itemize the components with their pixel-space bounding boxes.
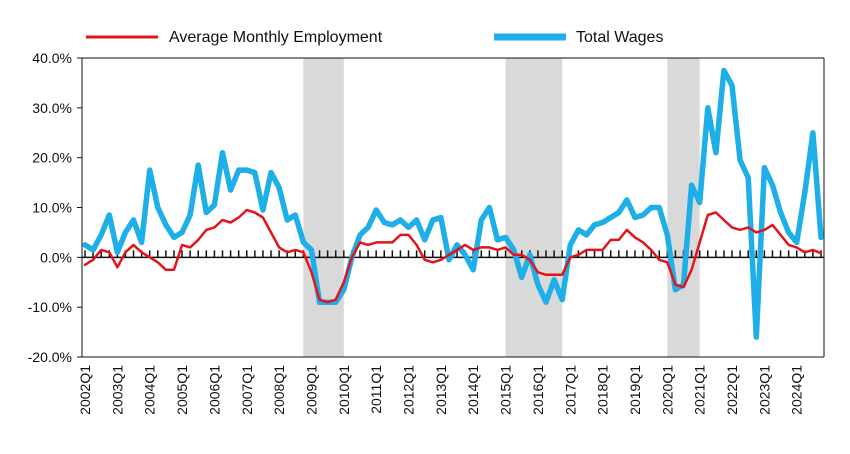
x-tick-label: 2008Q1 (271, 365, 287, 415)
y-tick-label: 20.0% (32, 150, 72, 166)
x-tick-label: 2013Q1 (433, 365, 449, 415)
x-tick-label: 2003Q1 (109, 365, 125, 415)
x-tick-label: 2005Q1 (174, 365, 190, 415)
legend-label-employment: Average Monthly Employment (169, 29, 383, 46)
x-tick-label: 2009Q1 (303, 365, 319, 415)
y-tick-label: 30.0% (32, 100, 72, 116)
recession-band-0 (303, 58, 344, 357)
recession-shading (303, 58, 700, 357)
x-tick-label: 2017Q1 (562, 365, 578, 415)
x-tick-label: 2016Q1 (530, 365, 546, 415)
x-tick-label: 2023Q1 (756, 365, 772, 415)
x-tick-labels: 2002Q1 2003Q1 2004Q1 2005Q1 2006Q1 2007Q1 2008… (77, 365, 805, 415)
x-tick-label: 2015Q1 (498, 365, 514, 415)
x-tick-label: 2007Q1 (239, 365, 255, 415)
y-tick-label: 40.0% (32, 50, 72, 66)
x-tick-label: 2014Q1 (465, 365, 481, 415)
series-lines (82, 67, 824, 340)
x-tick-label: 2020Q1 (659, 365, 675, 415)
x-tick-label: 2018Q1 (595, 365, 611, 415)
y-tick-label: -20.0% (28, 349, 72, 365)
x-tick-label: 2021Q1 (692, 365, 708, 415)
x-tick-label: 2011Q1 (368, 365, 384, 414)
x-tick-label: 2004Q1 (142, 365, 158, 415)
y-tick-label: 0.0% (40, 249, 72, 265)
x-tick-label: 2022Q1 (724, 365, 740, 415)
y-tick-label: 10.0% (32, 200, 72, 216)
x-tick-label: 2002Q1 (77, 365, 93, 415)
series-line-total-wages (82, 67, 824, 340)
recession-band-1 (505, 58, 563, 357)
recession-band-2 (667, 58, 700, 357)
x-tick-label: 2012Q1 (401, 365, 417, 415)
legend-label-total-wages: Total Wages (576, 29, 663, 46)
x-tick-label: 2010Q1 (336, 365, 352, 415)
series-line-employment (83, 208, 823, 304)
x-tick-label: 2019Q1 (627, 365, 643, 415)
legend: Average Monthly Employment Total Wages (86, 29, 663, 46)
x-tick-label: 2024Q1 (789, 365, 805, 415)
y-tick-label: -10.0% (28, 299, 72, 315)
y-tick-labels: 40.0% 30.0% 20.0% 10.0% 0.0% -10.0% -20.0% (28, 50, 72, 365)
x-tick-label: 2006Q1 (206, 365, 222, 415)
